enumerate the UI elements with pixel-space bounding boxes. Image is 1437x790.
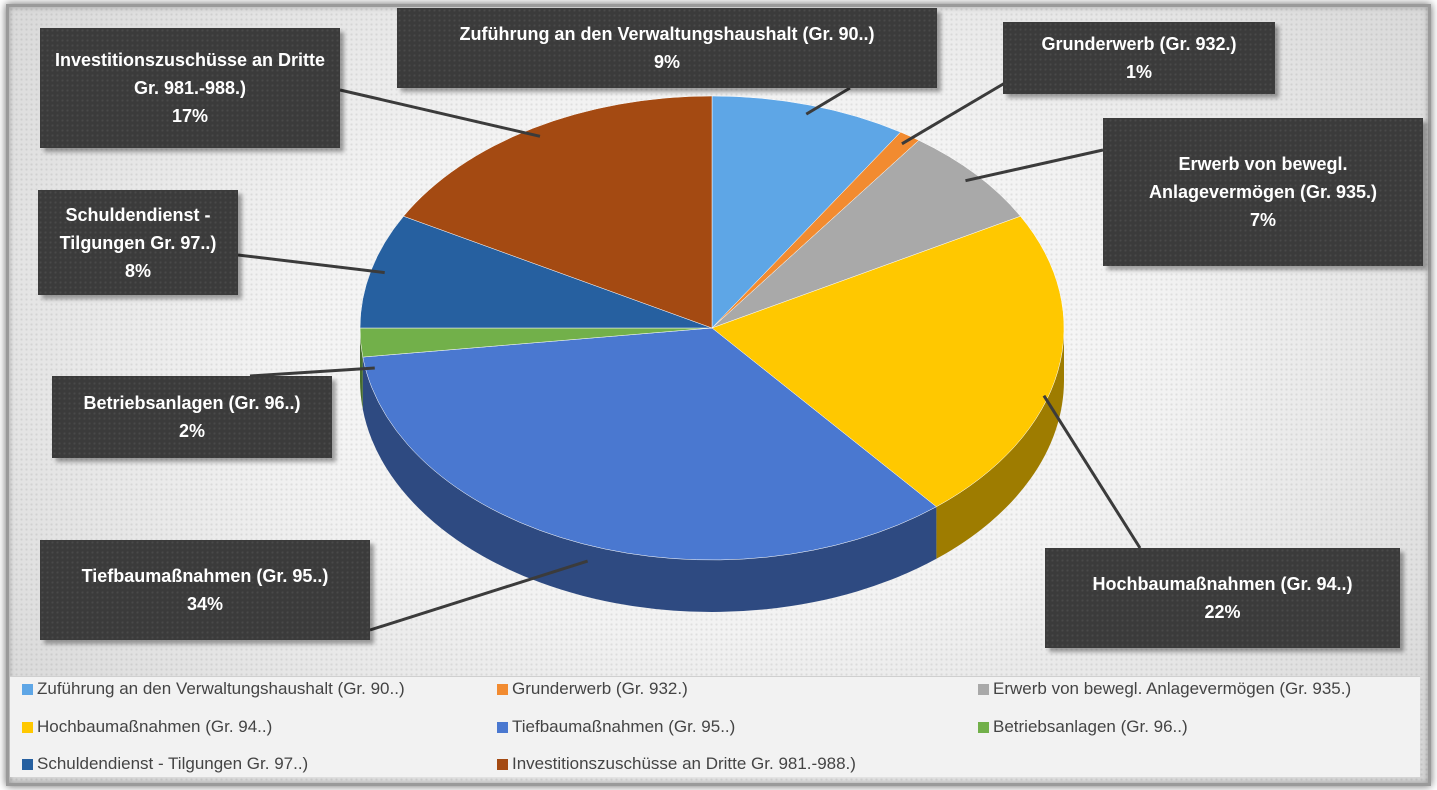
legend-label: Hochbaumaßnahmen (Gr. 94..) [37,717,273,736]
slice [403,95,713,329]
legend-label: Grunderwerb (Gr. 932.) [512,679,688,698]
legend-item: Hochbaumaßnahmen (Gr. 94..) [22,717,272,737]
legend-item: Schuldendienst - Tilgungen Gr. 97..) [22,754,308,774]
legend-label: Schuldendienst - Tilgungen Gr. 97..) [37,754,309,773]
leader-line [1042,394,1142,549]
label-name: Tiefbaumaßnahmen (Gr. 95..) [81,566,329,586]
label-value: 22% [1204,602,1241,622]
legend-item: Erwerb von bewegl. Anlagevermögen (Gr. 9… [978,679,1351,699]
label-value: 8% [124,260,151,281]
leader-line [237,253,385,275]
label-name: Investitionszuschüsse an Dritte Gr. 981.… [54,50,326,98]
data-label: Hochbaumaßnahmen (Gr. 94..) 22% [1045,548,1400,648]
legend-swatch [978,683,989,695]
label-name: Erwerb von bewegl. Anlagevermögen (Gr. 9… [1148,154,1378,202]
data-label: Schuldendienst - Tilgungen Gr. 97..) 8% [38,190,238,295]
slice [711,95,902,329]
data-label: Zuführung an den Verwaltungshaushalt (Gr… [397,8,937,88]
legend-swatch [22,758,33,770]
label-name: Betriebsanlagen (Gr. 96..) [83,393,301,413]
legend-label: Zuführung an den Verwaltungshaushalt (Gr… [37,679,405,698]
legend-swatch [22,721,33,733]
legend-swatch [978,721,989,733]
legend-item: Betriebsanlagen (Gr. 96..) [978,717,1188,737]
label-value: 1% [1125,62,1152,82]
data-label: Investitionszuschüsse an Dritte Gr. 981.… [40,28,340,148]
legend: Zuführung an den Verwaltungshaushalt (Gr… [10,676,1420,777]
data-label: Betriebsanlagen (Gr. 96..) 2% [52,376,332,458]
data-label: Tiefbaumaßnahmen (Gr. 95..) 34% [40,540,370,640]
slice-side [936,328,1064,559]
label-name: Hochbaumaßnahmen (Gr. 94..) [1092,574,1353,594]
leader-line [369,559,589,632]
legend-item: Tiefbaumaßnahmen (Gr. 95..) [497,717,735,737]
leader-line [901,78,1011,146]
data-label: Grunderwerb (Gr. 932.) 1% [1003,22,1275,94]
label-value: 2% [178,421,205,441]
label-value: 7% [1249,210,1276,230]
leader-line [965,148,1104,183]
label-value: 17% [171,106,209,126]
legend-label: Erwerb von bewegl. Anlagevermögen (Gr. 9… [993,679,1352,698]
label-value: 34% [186,594,224,614]
label-name: Schuldendienst - Tilgungen Gr. 97..) [59,204,217,253]
legend-item: Investitionszuschüsse an Dritte Gr. 981.… [497,754,856,774]
leader-line [249,366,375,378]
legend-label: Investitionszuschüsse an Dritte Gr. 981.… [512,754,856,773]
slice [362,327,937,561]
legend-swatch [497,758,508,770]
legend-item: Zuführung an den Verwaltungshaushalt (Gr… [22,679,405,699]
slice [711,140,1021,329]
legend-swatch [497,721,508,733]
label-name: Grunderwerb (Gr. 932.) [1041,34,1237,54]
legend-swatch [22,683,33,695]
data-label: Erwerb von bewegl. Anlagevermögen (Gr. 9… [1103,118,1423,266]
slice-side [362,357,937,612]
legend-swatch [497,683,508,695]
legend-label: Tiefbaumaßnahmen (Gr. 95..) [512,717,736,736]
leader-line [805,86,851,116]
legend-item: Grunderwerb (Gr. 932.) [497,679,688,699]
leader-line [339,88,541,138]
slice [711,215,1065,508]
label-name: Zuführung an den Verwaltungshaushalt (Gr… [459,24,875,44]
label-value: 9% [653,52,680,72]
legend-label: Betriebsanlagen (Gr. 96..) [993,717,1188,736]
